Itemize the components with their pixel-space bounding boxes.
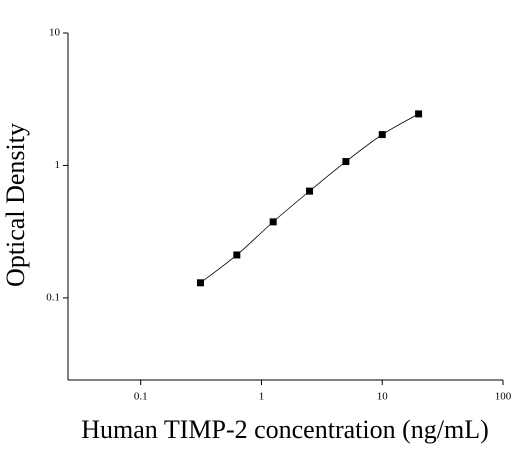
x-tick-label: 0.1 (134, 391, 148, 403)
data-point (342, 158, 350, 166)
y-tick-label: 1 (55, 159, 61, 171)
data-point (269, 218, 277, 226)
data-point (233, 251, 241, 259)
fit-line (200, 113, 419, 284)
data-point (196, 279, 204, 287)
y-tick-label: 10 (49, 27, 61, 39)
data-point (306, 187, 314, 195)
data-point (415, 110, 423, 118)
x-tick-label: 1 (259, 391, 265, 403)
data-point (378, 131, 386, 139)
y-axis-title: Optical Density (1, 123, 30, 287)
y-tick-label: 0.1 (46, 291, 60, 303)
x-axis-title: Human TIMP-2 concentration (ng/mL) (81, 415, 488, 444)
x-tick-label: 10 (377, 391, 389, 403)
x-tick-label: 100 (495, 391, 512, 403)
